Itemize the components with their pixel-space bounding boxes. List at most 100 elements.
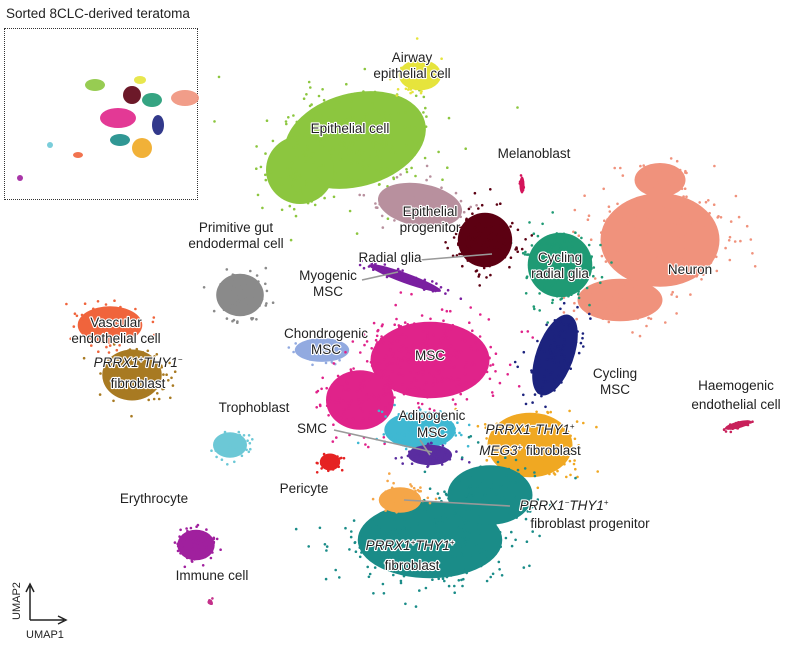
cell-point: [437, 288, 441, 291]
cell-point: [516, 468, 520, 472]
cell-point: [370, 393, 374, 397]
cell-point: [438, 434, 441, 438]
cell-point: [319, 350, 323, 354]
cell-point: [418, 460, 422, 464]
cell-point: [426, 76, 430, 79]
cell-point: [426, 204, 430, 208]
cell-point: [427, 210, 430, 214]
cell-point: [407, 274, 411, 278]
cell-point: [296, 138, 299, 142]
cell-point: [646, 179, 649, 182]
cell-point: [192, 552, 196, 556]
cell-point: [393, 518, 396, 521]
cell-point: [345, 147, 348, 150]
cell-point: [524, 402, 528, 406]
cell-point: [466, 444, 470, 448]
cell-point: [183, 565, 187, 569]
cell-point: [410, 432, 413, 435]
cell-point: [465, 486, 469, 489]
cell-point: [478, 284, 482, 287]
cell-point: [581, 332, 585, 335]
cell-point: [587, 243, 591, 247]
cell-point: [485, 507, 488, 511]
cell-point: [395, 511, 398, 514]
cell-point: [645, 268, 649, 271]
cell-point: [317, 137, 320, 141]
cell-point: [382, 117, 386, 120]
cell-point: [664, 164, 668, 167]
cell-point: [315, 355, 319, 358]
cell-point: [651, 227, 655, 231]
cell-point: [532, 438, 535, 441]
cell-point: [358, 149, 362, 152]
cell-point: [400, 423, 404, 427]
cell-point: [531, 401, 534, 404]
cell-point: [606, 218, 609, 221]
cell-point: [393, 388, 397, 392]
cell-point: [415, 553, 419, 556]
cell-point: [432, 194, 435, 197]
cell-point: [343, 128, 346, 131]
cell-point: [589, 257, 593, 260]
cell-point: [355, 232, 359, 235]
cell-point: [345, 82, 348, 86]
cell-point: [523, 431, 527, 435]
cell-point: [334, 568, 338, 572]
cell-point: [445, 575, 449, 579]
cell-point: [388, 378, 391, 382]
cell-point: [367, 138, 371, 141]
cell-point: [607, 320, 611, 324]
cell-point: [425, 541, 428, 544]
cell-point: [299, 192, 303, 196]
cell-point: [379, 167, 383, 170]
cell-point: [434, 448, 438, 452]
cell-point: [469, 485, 472, 488]
label-primitive-gut: Primitive gut endodermal cell: [188, 220, 283, 251]
cell-point: [485, 370, 489, 374]
cell-point: [614, 294, 618, 298]
cell-point: [493, 508, 496, 512]
cell-point: [397, 372, 401, 375]
cell-point: [488, 510, 491, 514]
cell-point: [354, 550, 358, 553]
cell-point: [404, 508, 408, 511]
cell-point: [387, 341, 391, 345]
cell-point: [610, 284, 614, 287]
cell-point: [225, 297, 228, 300]
cell-point: [528, 221, 531, 224]
cell-point: [390, 533, 393, 536]
cell-point: [533, 307, 536, 311]
cell-point: [272, 155, 275, 158]
cell-point: [461, 561, 465, 565]
cell-point: [360, 551, 363, 554]
cell-point: [310, 118, 314, 121]
cluster-trophoblast: [210, 430, 254, 466]
cell-point: [610, 261, 613, 264]
cell-point: [173, 541, 177, 544]
cell-point: [230, 306, 233, 309]
cell-point: [487, 225, 491, 229]
cell-point: [502, 230, 506, 233]
cell-point: [316, 347, 320, 350]
cell-point: [521, 188, 525, 192]
cell-point: [205, 546, 208, 549]
cell-point: [630, 244, 634, 248]
cell-point: [541, 425, 545, 428]
cell-point: [225, 317, 229, 320]
cell-point: [333, 108, 336, 111]
cell-point: [537, 436, 540, 440]
cluster-core: [377, 182, 463, 228]
cell-point: [416, 360, 419, 363]
cell-point: [542, 456, 546, 460]
cell-point: [96, 333, 99, 337]
cell-point: [409, 357, 413, 360]
cell-point: [461, 365, 465, 369]
cell-point: [460, 456, 464, 459]
cell-point: [454, 191, 458, 195]
cell-point: [299, 186, 302, 190]
cell-point: [473, 379, 476, 382]
cell-point: [458, 479, 461, 483]
cell-point: [430, 65, 433, 68]
label-prrx1-pos-thy1-neg-fibroblast: PRRX1+THY1− fibroblast: [94, 350, 187, 391]
cell-point: [386, 515, 390, 518]
